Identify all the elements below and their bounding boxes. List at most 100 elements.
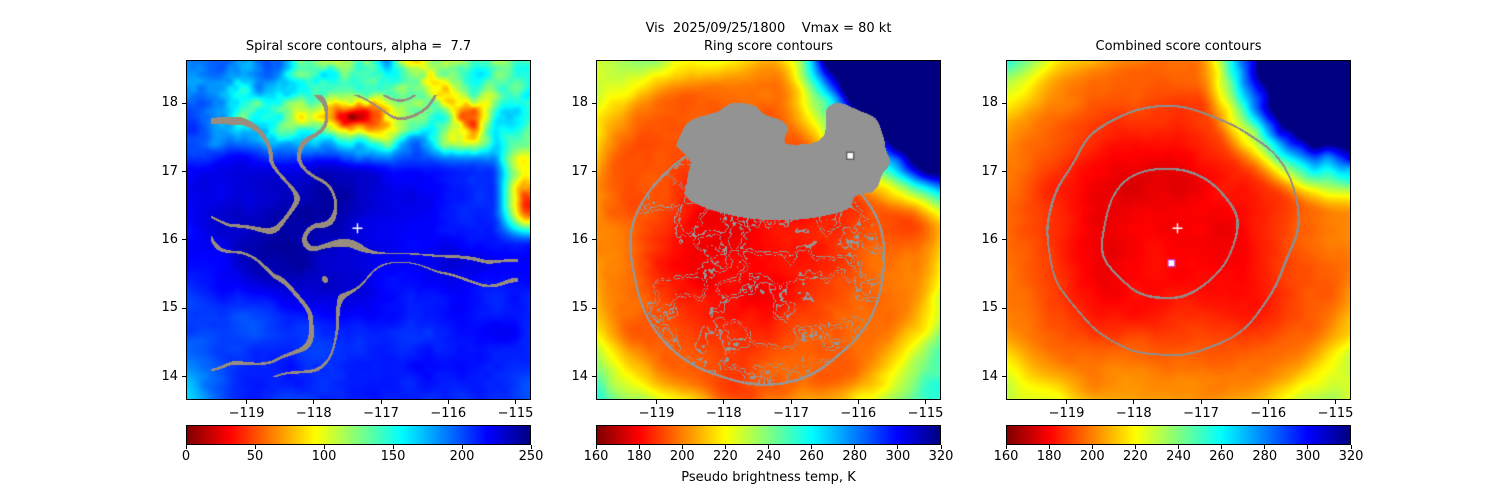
- colorbar-tick-label: 150: [380, 449, 406, 464]
- y-tick-label: 15: [981, 300, 998, 316]
- colorbar-tick-label: 260: [799, 449, 825, 464]
- x-tick-label: −116: [1250, 406, 1287, 421]
- x-tick-label: −118: [295, 406, 332, 421]
- colorbar-tick-label: 160: [993, 449, 1019, 464]
- y-tick-mark: [592, 307, 596, 309]
- y-tick-label: 14: [981, 368, 998, 384]
- colorbar-tick-mark: [897, 445, 899, 449]
- spiral-score-map: [186, 60, 531, 400]
- y-tick-label: 18: [981, 95, 998, 111]
- colorbar-tick-mark: [1264, 445, 1266, 449]
- y-tick-label: 18: [161, 95, 178, 111]
- x-tick-label: −117: [363, 406, 399, 421]
- y-tick-label: 17: [571, 163, 588, 179]
- colorbar-tick-label: 240: [756, 449, 781, 464]
- y-tick-label: 15: [161, 300, 178, 316]
- panel-title-ring: Ring score contours: [703, 39, 834, 54]
- colorbar-tick-label: 300: [1295, 449, 1321, 464]
- y-tick-mark: [182, 376, 186, 378]
- x-tick-mark: [656, 400, 658, 404]
- x-tick-label: −119: [1048, 406, 1085, 421]
- colorbar-tick-mark: [854, 445, 856, 449]
- y-tick-mark: [1002, 376, 1006, 378]
- colorbar-tick-mark: [1134, 445, 1136, 449]
- x-tick-label: −118: [1115, 406, 1152, 421]
- combined-score-map: [1006, 60, 1351, 400]
- x-tick-label: −118: [705, 406, 742, 421]
- colorbar-spiral: [186, 425, 531, 445]
- colorbar-tick-mark: [724, 445, 726, 449]
- figure-suptitle: Vis 2025/09/25/1800 Vmax = 80 kt: [645, 21, 892, 36]
- y-tick-mark: [1002, 102, 1006, 104]
- colorbar-tick-mark: [1048, 445, 1050, 449]
- y-tick-label: 16: [981, 231, 998, 247]
- x-tick-mark: [515, 400, 517, 404]
- y-tick-label: 14: [571, 368, 588, 384]
- colorbar-tick-label: 320: [928, 449, 954, 464]
- colorbar-tick-mark: [1005, 445, 1007, 449]
- colorbar-combined: [1006, 425, 1351, 445]
- x-tick-mark: [1267, 400, 1269, 404]
- colorbar-tick-label: 280: [842, 449, 868, 464]
- y-tick-mark: [182, 102, 186, 104]
- x-tick-mark: [1335, 400, 1337, 404]
- x-tick-mark: [857, 400, 859, 404]
- colorbar-tick-label: 200: [1079, 449, 1105, 464]
- y-tick-mark: [592, 171, 596, 172]
- colorbar-tick-label: 50: [246, 449, 264, 464]
- colorbar-tick-label: 220: [712, 449, 738, 464]
- colorbar-tick-label: 220: [1122, 449, 1148, 464]
- x-tick-label: −119: [228, 406, 265, 421]
- colorbar-tick-label: 320: [1338, 449, 1364, 464]
- y-tick-mark: [592, 376, 596, 378]
- colorbar-tick-label: 260: [1209, 449, 1235, 464]
- y-tick-label: 15: [571, 300, 588, 316]
- colorbar-axis-label: Pseudo brightness temp, K: [681, 470, 856, 485]
- y-tick-label: 14: [161, 368, 178, 384]
- colorbar-tick-mark: [461, 445, 463, 449]
- y-tick-label: 16: [571, 231, 588, 247]
- x-tick-label: −119: [638, 406, 675, 421]
- ring-score-map: [596, 60, 941, 400]
- x-tick-label: −115: [497, 406, 534, 421]
- y-tick-mark: [592, 239, 596, 241]
- colorbar-tick-mark: [638, 445, 640, 449]
- panel-title-spiral: Spiral score contours, alpha = 7.7: [245, 39, 472, 54]
- colorbar-tick-label: 200: [449, 449, 475, 464]
- y-tick-label: 17: [161, 163, 178, 179]
- colorbar-tick-mark: [1350, 445, 1352, 449]
- y-tick-label: 17: [981, 163, 998, 179]
- colorbar-tick-mark: [254, 445, 256, 449]
- colorbar-tick-label: 180: [626, 449, 652, 464]
- colorbar-tick-mark: [323, 445, 325, 449]
- colorbar-tick-mark: [940, 445, 942, 449]
- colorbar-tick-mark: [185, 445, 187, 449]
- y-tick-mark: [182, 239, 186, 241]
- x-tick-mark: [925, 400, 927, 404]
- x-tick-mark: [790, 400, 792, 404]
- x-tick-mark: [246, 400, 248, 404]
- colorbar-tick-mark: [1178, 445, 1179, 449]
- x-tick-label: −117: [773, 406, 809, 421]
- y-tick-mark: [592, 102, 596, 104]
- colorbar-tick-label: 180: [1036, 449, 1062, 464]
- x-tick-mark: [723, 400, 725, 404]
- colorbar-tick-label: 240: [1166, 449, 1191, 464]
- x-tick-mark: [1066, 400, 1068, 404]
- x-tick-label: −115: [1317, 406, 1354, 421]
- colorbar-tick-mark: [1221, 445, 1223, 449]
- colorbar-tick-label: 250: [518, 449, 544, 464]
- colorbar-tick-mark: [392, 445, 394, 449]
- x-tick-mark: [380, 400, 382, 404]
- y-tick-mark: [1002, 307, 1006, 309]
- y-tick-mark: [182, 307, 186, 309]
- colorbar-tick-label: 280: [1252, 449, 1278, 464]
- panel-title-combined: Combined score contours: [1095, 39, 1262, 54]
- colorbar-tick-label: 0: [181, 449, 191, 464]
- y-tick-mark: [1002, 239, 1006, 241]
- colorbar-tick-mark: [1091, 445, 1093, 449]
- x-tick-label: −116: [840, 406, 877, 421]
- colorbar-tick-mark: [1307, 445, 1309, 449]
- colorbar-tick-label: 300: [885, 449, 911, 464]
